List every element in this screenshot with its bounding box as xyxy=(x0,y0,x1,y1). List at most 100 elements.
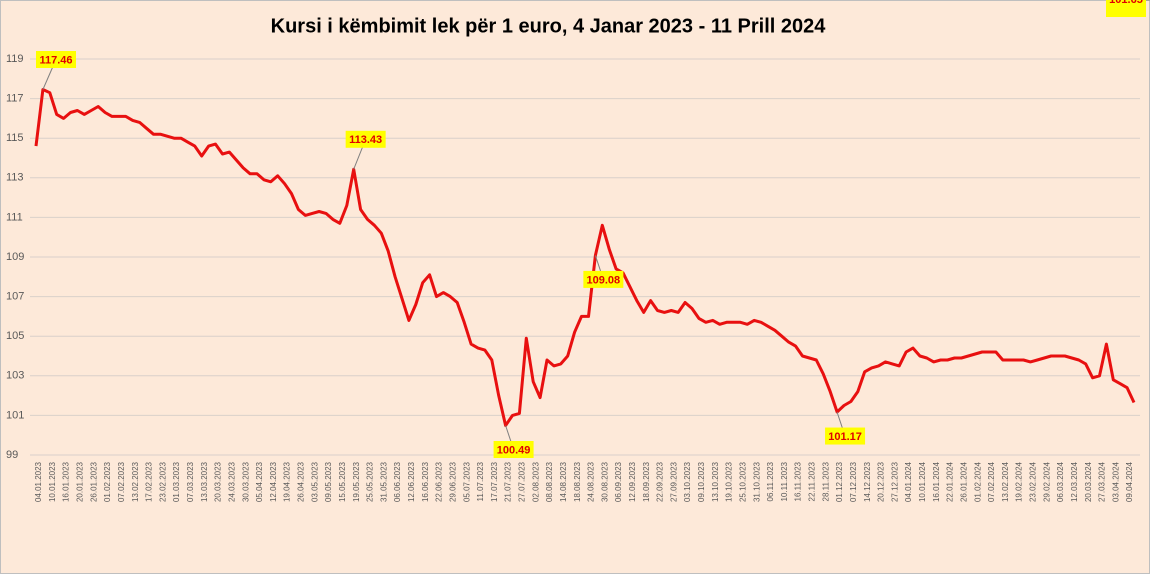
x-tick-label: 19.05.2023 xyxy=(352,461,361,502)
y-tick-label: 115 xyxy=(6,132,24,144)
x-tick-label: 19.10.2023 xyxy=(725,461,734,502)
x-tick-label: 22.11.2023 xyxy=(808,461,817,501)
x-tick-label: 08.08.2023 xyxy=(545,461,554,502)
value-label: 101.65 xyxy=(1109,0,1143,6)
value-label-box xyxy=(493,440,534,458)
value-label-box xyxy=(345,130,386,148)
x-tick-label: 17.07.2023 xyxy=(490,461,499,502)
x-tick-label: 02.08.2023 xyxy=(531,461,540,502)
y-tick-label: 119 xyxy=(6,53,24,65)
value-label: 117.46 xyxy=(39,54,72,66)
x-tick-label: 03.10.2023 xyxy=(683,461,692,502)
x-tick-label: 23.02.2024 xyxy=(1029,461,1038,502)
x-tick-label: 09.04.2024 xyxy=(1125,461,1134,502)
x-tick-label: 27.09.2023 xyxy=(669,461,678,502)
x-tick-label: 23.02.2023 xyxy=(158,461,167,502)
x-tick-label: 01.02.2023 xyxy=(103,461,112,502)
x-tick-label: 15.05.2023 xyxy=(338,461,347,502)
x-tick-label: 17.02.2023 xyxy=(145,461,154,502)
x-tick-label: 22.09.2023 xyxy=(656,461,665,502)
x-tick-label: 10.01.2024 xyxy=(918,461,927,502)
x-tick-label: 22.01.2024 xyxy=(946,461,955,502)
x-tick-label: 04.01.2024 xyxy=(904,461,913,502)
x-tick-label: 29.06.2023 xyxy=(448,461,457,502)
value-label: 101.17 xyxy=(828,431,862,443)
x-tick-label: 12.09.2023 xyxy=(628,461,637,502)
x-tick-label: 30.08.2023 xyxy=(600,461,609,502)
x-tick-label: 24.03.2023 xyxy=(227,461,236,502)
x-tick-label: 16.01.2024 xyxy=(932,461,941,502)
x-tick-label: 01.12.2023 xyxy=(835,461,844,502)
x-tick-label: 07.03.2023 xyxy=(186,461,195,502)
y-tick-label: 101 xyxy=(6,409,24,421)
y-tick-label: 117 xyxy=(6,93,24,105)
y-tick-label: 113 xyxy=(6,172,24,184)
x-tick-label: 09.05.2023 xyxy=(324,461,333,502)
x-tick-label: 27.12.2023 xyxy=(890,461,899,502)
x-tick-label: 07.02.2024 xyxy=(987,461,996,502)
x-tick-label: 16.06.2023 xyxy=(421,461,430,502)
y-tick-label: 103 xyxy=(6,370,24,382)
x-tick-label: 12.06.2023 xyxy=(407,461,416,502)
x-tick-label: 16.01.2023 xyxy=(62,461,71,502)
value-label-box xyxy=(1106,0,1146,17)
x-tick-label: 06.09.2023 xyxy=(614,461,623,502)
y-tick-label: 111 xyxy=(6,211,23,223)
value-label-box xyxy=(825,427,866,445)
value-label: 109.08 xyxy=(587,274,621,286)
x-tick-label: 20.12.2023 xyxy=(877,461,886,502)
x-tick-label: 06.06.2023 xyxy=(393,461,402,502)
x-tick-label: 20.01.2023 xyxy=(76,461,85,502)
x-tick-label: 10.01.2023 xyxy=(48,461,57,502)
x-tick-label: 03.05.2023 xyxy=(310,461,319,502)
x-tick-label: 06.11.2023 xyxy=(766,461,775,501)
y-tick-label: 105 xyxy=(6,330,24,342)
y-tick-label: 107 xyxy=(6,291,24,303)
x-tick-label: 04.01.2023 xyxy=(34,461,43,502)
x-tick-label: 16.11.2023 xyxy=(794,461,803,501)
x-tick-label: 22.06.2023 xyxy=(435,461,444,502)
x-tick-label: 18.09.2023 xyxy=(642,461,651,502)
chart-title: Kursi i këmbimit lek për 1 euro, 4 Janar… xyxy=(271,15,827,37)
y-tick-label: 99 xyxy=(6,449,18,461)
x-tick-label: 14.08.2023 xyxy=(559,461,568,502)
x-tick-label: 05.07.2023 xyxy=(462,461,471,502)
x-tick-label: 24.08.2023 xyxy=(587,461,596,502)
x-tick-label: 01.03.2023 xyxy=(172,461,181,502)
x-tick-label: 12.04.2023 xyxy=(269,461,278,502)
x-tick-label: 13.02.2024 xyxy=(1001,461,1010,502)
x-tick-label: 07.02.2023 xyxy=(117,461,126,502)
x-tick-label: 26.01.2024 xyxy=(959,461,968,502)
x-tick-label: 27.07.2023 xyxy=(518,461,527,502)
data-line xyxy=(34,88,1136,427)
x-tick-label: 19.04.2023 xyxy=(283,461,292,502)
value-label: 100.49 xyxy=(497,444,531,456)
x-tick-label: 20.03.2024 xyxy=(1084,461,1093,502)
x-tick-label: 05.04.2023 xyxy=(255,461,264,502)
x-tick-label: 19.02.2024 xyxy=(1015,461,1024,502)
x-tick-label: 13.02.2023 xyxy=(131,461,140,502)
x-tick-label: 09.10.2023 xyxy=(697,461,706,502)
x-tick-label: 11.07.2023 xyxy=(476,461,485,501)
x-tick-label: 07.12.2023 xyxy=(849,461,858,502)
x-tick-label: 18.08.2023 xyxy=(573,461,582,502)
x-tick-label: 25.05.2023 xyxy=(366,461,375,502)
x-tick-label: 21.07.2023 xyxy=(504,461,513,502)
x-tick-label: 30.03.2023 xyxy=(241,461,250,502)
x-tick-label: 03.04.2024 xyxy=(1111,461,1120,502)
x-tick-label: 31.05.2023 xyxy=(379,461,388,502)
x-tick-label: 28.11.2023 xyxy=(821,461,830,501)
x-tick-label: 13.03.2023 xyxy=(200,461,209,502)
value-label-box xyxy=(36,50,76,68)
x-tick-label: 12.03.2024 xyxy=(1070,461,1079,502)
x-tick-label: 26.04.2023 xyxy=(297,461,306,502)
x-tick-label: 20.03.2023 xyxy=(214,461,223,502)
x-tick-label: 10.11.2023 xyxy=(780,461,789,501)
x-tick-label: 27.03.2024 xyxy=(1098,461,1107,502)
x-tick-label: 13.10.2023 xyxy=(711,461,720,502)
x-tick-label: 29.02.2024 xyxy=(1042,461,1051,502)
x-tick-label: 25.10.2023 xyxy=(738,461,747,502)
value-label: 113.43 xyxy=(349,134,382,146)
x-tick-label: 01.02.2024 xyxy=(973,461,982,502)
